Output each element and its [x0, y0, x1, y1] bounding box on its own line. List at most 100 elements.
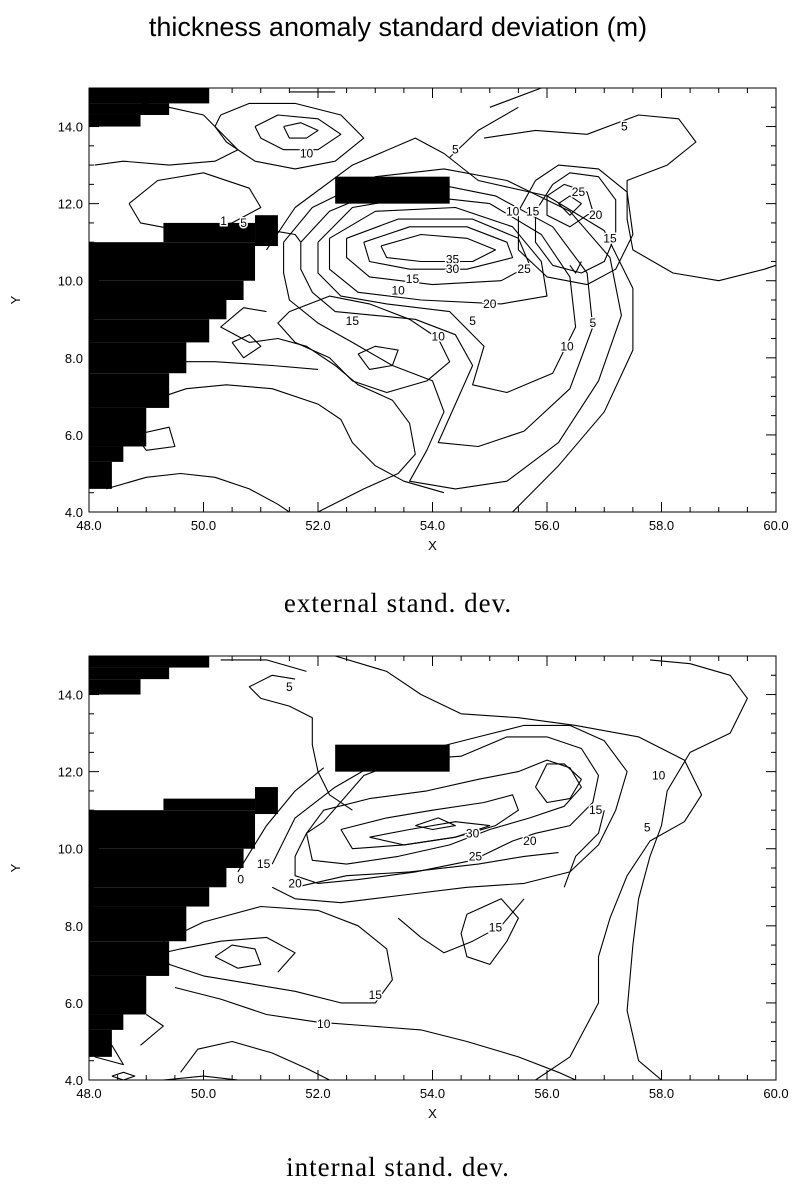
y-tick-label: 4.0 — [65, 505, 83, 520]
contour-label: 25 — [517, 262, 531, 276]
y-tick-label: 10.0 — [58, 274, 83, 289]
contour-line — [151, 384, 445, 494]
contour-label: 10 — [300, 147, 314, 161]
contour-line — [272, 230, 302, 243]
contour-label: 20 — [523, 834, 537, 848]
contour-label: 30 — [446, 262, 460, 276]
contour-line — [294, 852, 559, 888]
x-axis-label: X — [428, 538, 437, 553]
contour-line — [563, 810, 605, 888]
contour-line — [483, 114, 776, 282]
y-tick-label: 12.0 — [58, 197, 83, 212]
contour-label: 10 — [317, 1017, 331, 1031]
land-mask — [89, 280, 244, 300]
land-mask — [89, 373, 170, 408]
contour-line — [346, 218, 531, 286]
contour-line — [220, 659, 307, 672]
external-chart-caption: external stand. dev. — [283, 588, 513, 618]
contour-line — [220, 307, 416, 512]
contour-line — [369, 821, 491, 846]
contour-line — [357, 345, 399, 370]
x-tick-label: 58.0 — [649, 1086, 674, 1101]
contour-line — [162, 905, 393, 1004]
internal-std-dev-chart: 5 10 5 15 20 30 25 20 15 0 15 15 10 48.0 50.0 52.0 54.0 5… — [8, 655, 789, 1121]
page-title: thickness anomaly standard deviation (m) — [148, 12, 648, 42]
contour-line — [300, 183, 594, 448]
x-tick-label: 50.0 — [191, 1086, 216, 1101]
contour-line — [380, 233, 497, 263]
contour-label: 15 — [603, 231, 617, 245]
x-tick-label: 48.0 — [76, 518, 101, 533]
contour-line — [558, 195, 582, 216]
contour-line — [174, 986, 576, 1080]
contour-line — [266, 137, 634, 512]
land-mask — [89, 810, 256, 849]
internal-chart-caption: internal stand. dev. — [286, 1152, 510, 1182]
contour-line — [94, 99, 239, 166]
contour-label: 15 — [346, 314, 360, 328]
land-mask — [89, 1014, 124, 1030]
land-mask — [89, 242, 256, 281]
land-mask — [89, 461, 112, 489]
contour-line — [460, 898, 519, 965]
land-mask — [255, 787, 278, 815]
contour-line — [363, 226, 514, 270]
contour-label: 15 — [489, 921, 503, 935]
contour-label: 20 — [483, 297, 497, 311]
contour-line — [415, 817, 456, 831]
contour-label: 10 — [432, 330, 446, 344]
x-tick-label: 50.0 — [191, 518, 216, 533]
land-mask — [89, 667, 170, 680]
contour-line — [335, 656, 703, 1080]
x-tick-label: 54.0 — [420, 1086, 445, 1101]
land-mask — [89, 887, 210, 907]
land-mask — [89, 906, 187, 942]
land-mask — [89, 103, 170, 115]
contour-line — [317, 195, 577, 394]
contour-label: 15 — [369, 988, 383, 1002]
contour-label: 10 — [560, 339, 574, 353]
contour-label: 15 — [589, 803, 603, 817]
x-tick-label: 60.0 — [763, 1086, 788, 1101]
contour-line — [569, 261, 582, 274]
land-mask — [163, 222, 256, 243]
land-mask — [163, 798, 256, 811]
contour-line — [397, 898, 525, 954]
contour-line — [283, 168, 622, 490]
contour-line — [140, 1014, 164, 1046]
x-tick-label: 48.0 — [76, 1086, 101, 1101]
land-mask — [89, 319, 210, 343]
land-mask — [335, 176, 450, 204]
land-mask — [89, 868, 227, 888]
contour-label: 10 — [652, 768, 666, 782]
contour-label: 1 — [220, 214, 227, 228]
land-mask — [89, 656, 210, 668]
land-mask — [89, 407, 147, 447]
x-tick-label: 52.0 — [305, 1086, 330, 1101]
land-mask — [89, 941, 170, 976]
contour-label: 5 — [621, 120, 628, 134]
contour-label: 15 — [257, 857, 271, 871]
contour-label: 5 — [644, 821, 651, 835]
contour-label: 15 — [406, 272, 420, 286]
x-tick-label: 60.0 — [763, 518, 788, 533]
land-mask — [89, 300, 227, 320]
contour-line — [340, 794, 519, 850]
y-tick-label: 6.0 — [65, 996, 83, 1011]
contour-line — [106, 472, 290, 512]
y-tick-label: 8.0 — [65, 919, 83, 934]
contour-label: 10 — [391, 283, 405, 297]
contour-label: 20 — [589, 208, 603, 222]
x-tick-label: 56.0 — [534, 1086, 559, 1101]
y-tick-label: 14.0 — [58, 688, 83, 703]
contour-line — [283, 122, 319, 139]
x-tick-label: 56.0 — [534, 518, 559, 533]
contour-line — [237, 767, 325, 873]
land-mask — [89, 1029, 112, 1057]
contour-line — [328, 206, 548, 305]
contour-line — [146, 936, 296, 973]
contour-line — [449, 106, 519, 158]
contour-label: 30 — [466, 826, 480, 840]
y-tick-label: 12.0 — [58, 765, 83, 780]
